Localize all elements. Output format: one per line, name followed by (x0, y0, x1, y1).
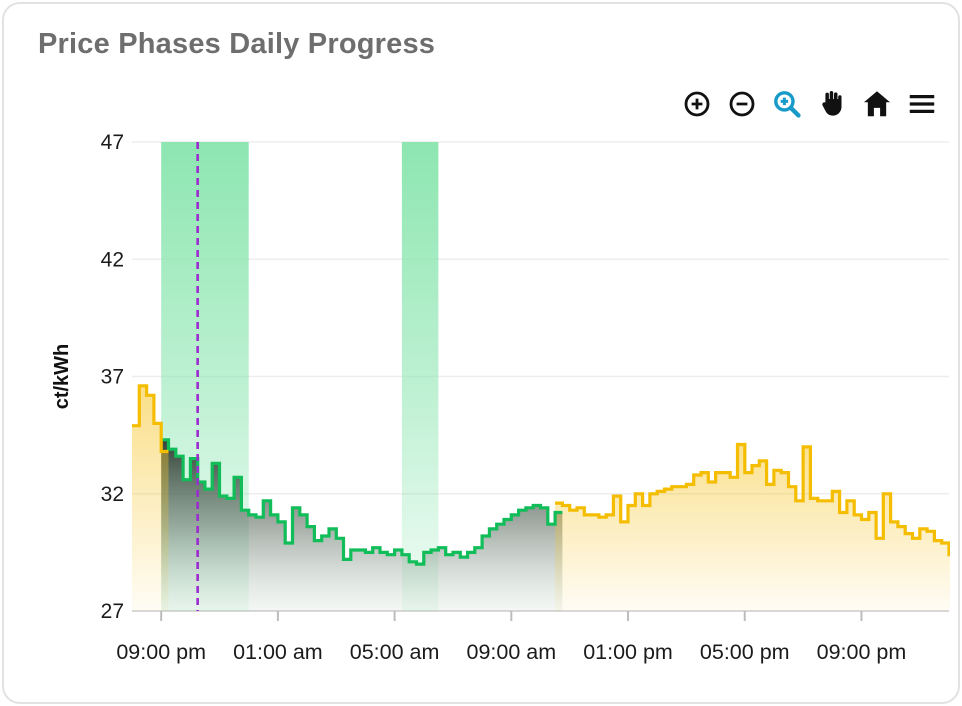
menu-icon (909, 95, 935, 113)
series-areas (132, 385, 950, 611)
y-axis-title: ct/kWh (51, 344, 73, 410)
x-tick-label: 09:00 am (466, 640, 556, 664)
y-tick-label: 47 (101, 131, 124, 154)
price-day-phase-line (555, 442, 950, 557)
y-tick-label: 32 (101, 483, 124, 506)
y-tick-label: 42 (101, 248, 124, 271)
x-tick-label: 09:00 pm (116, 640, 206, 664)
price-day-phase-area (555, 444, 950, 611)
x-tick-label: 05:00 pm (700, 640, 790, 664)
box-zoom-button[interactable] (771, 88, 803, 120)
plot-area[interactable] (132, 142, 949, 611)
highlight-band (401, 142, 439, 611)
price-evening-start-line (132, 384, 169, 454)
box-zoom-icon (773, 90, 801, 118)
home-icon (863, 91, 891, 117)
price-green-phase-area (161, 439, 563, 611)
x-tick-label: 09:00 pm (817, 640, 907, 664)
pan-icon (822, 91, 842, 116)
price-chart: 09:00 pm 01:00 am 05:00 am 09:00 am 01:00 pm… (51, 131, 950, 664)
zoom-in-button[interactable] (681, 88, 713, 120)
menu-button[interactable] (906, 88, 938, 120)
price-green-phase-line (161, 438, 563, 566)
zoom-out-button[interactable] (726, 88, 758, 120)
x-tick-label: 01:00 am (233, 640, 323, 664)
page-title: Price Phases Daily Progress (38, 28, 436, 60)
x-tick-label: 05:00 am (350, 640, 440, 664)
price-evening-start-area (132, 385, 169, 611)
zoom-out-icon (729, 91, 755, 117)
series-lines (132, 384, 950, 566)
y-tick-label: 27 (101, 600, 124, 623)
home-button[interactable] (861, 88, 893, 120)
y-tick-label: 37 (101, 366, 124, 389)
x-tick-label: 01:00 pm (583, 640, 673, 664)
zoom-in-icon (684, 91, 710, 117)
chart-toolbar (681, 88, 938, 120)
pan-button[interactable] (816, 88, 848, 120)
axes: 09:00 pm 01:00 am 05:00 am 09:00 am 01:00 pm… (51, 131, 906, 664)
